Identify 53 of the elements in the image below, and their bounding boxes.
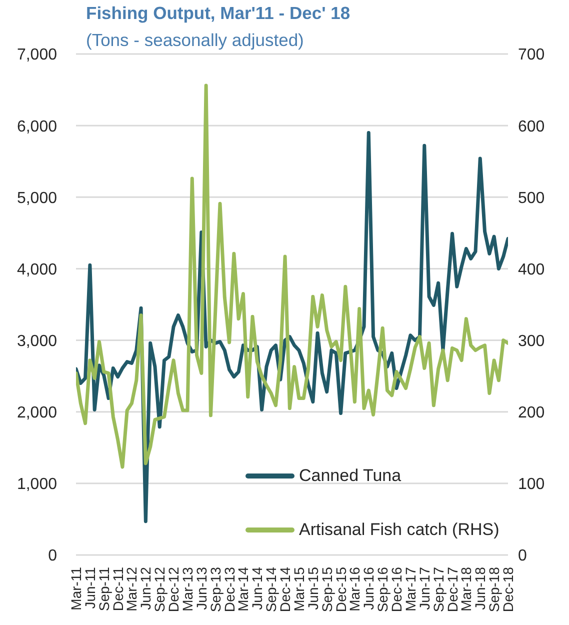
- x-tick-label: Jun-14: [249, 566, 266, 610]
- x-tick-label: Mar-14: [235, 566, 252, 612]
- x-tick-label: Sep-13: [207, 566, 224, 612]
- x-tick-label: Sep-12: [152, 566, 168, 612]
- chart-title: Fishing Output, Mar'11 - Dec' 18: [86, 3, 350, 24]
- y2-tick-label: 400: [518, 261, 545, 278]
- y-tick-label: 2,000: [16, 404, 58, 422]
- x-tick-label: Dec-18: [500, 566, 516, 612]
- x-tick-label: Mar-12: [124, 566, 140, 612]
- x-tick-label: Jun-16: [360, 566, 377, 610]
- y2-tick-label: 100: [518, 476, 545, 494]
- x-tick-label: Jun-17: [416, 566, 432, 610]
- y2-tick-label: 0: [518, 548, 527, 565]
- line-series: [76, 84, 508, 469]
- y-tick-label: 5,000: [16, 190, 58, 207]
- x-tick-label: Sep-16: [374, 566, 391, 612]
- y2-tick-label: 700: [518, 46, 545, 64]
- x-tick-label: Jun-12: [138, 566, 154, 610]
- y2-tick-label: 500: [518, 190, 545, 207]
- x-tick-label: Jun-18: [472, 566, 488, 610]
- legend-label: Canned Tuna: [299, 466, 402, 486]
- legend-label: Artisanal Fish catch (RHS): [299, 520, 500, 540]
- x-tick-label: Jun-11: [82, 566, 98, 609]
- x-tick-label: Mar-11: [68, 566, 84, 610]
- x-tick-label: Dec-11: [110, 566, 126, 612]
- x-tick-label: Jun-15: [304, 566, 321, 610]
- y-tick-label: 3,000: [16, 332, 58, 350]
- y2-tick-label: 300: [518, 332, 545, 350]
- x-tick-label: Dec-15: [332, 566, 349, 612]
- x-tick-label: Mar-13: [179, 566, 196, 612]
- y-tick-label: 1,000: [16, 476, 58, 494]
- x-tick-label: Jun-13: [193, 566, 210, 610]
- x-tick-label: Mar-16: [346, 566, 363, 612]
- x-tick-label: Dec-12: [166, 566, 182, 612]
- x-tick-label: Sep-14: [263, 566, 280, 612]
- x-tick-label: Mar-18: [458, 566, 474, 612]
- x-tick-label: Dec-16: [388, 566, 405, 612]
- y-tick-label: 7,000: [16, 46, 58, 64]
- y-tick-label: 4,000: [16, 261, 58, 278]
- chart-subtitle: (Tons - seasonally adjusted): [86, 30, 304, 51]
- y-tick-label: 6,000: [16, 118, 58, 136]
- x-tick-label: Dec-14: [277, 566, 294, 612]
- x-tick-label: Dec-17: [444, 566, 460, 612]
- x-tick-label: Sep-15: [318, 566, 335, 612]
- y2-tick-label: 600: [518, 118, 545, 136]
- x-tick-label: Dec-13: [221, 566, 238, 612]
- y2-tick-label: 200: [518, 404, 545, 422]
- x-tick-label: Mar-17: [402, 566, 418, 612]
- x-tick-label: Sep-17: [430, 566, 446, 612]
- x-tick-label: Sep-18: [486, 566, 502, 612]
- x-tick-label: Sep-11: [96, 566, 112, 612]
- x-tick-label: Mar-15: [290, 566, 307, 612]
- y-tick-label: 0: [48, 548, 58, 565]
